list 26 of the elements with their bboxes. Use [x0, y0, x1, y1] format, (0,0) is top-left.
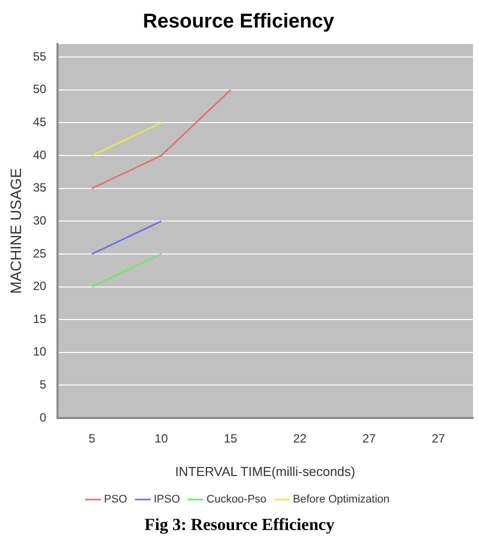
y-tick-label: 45 [32, 115, 47, 130]
y-tick-label: 55 [32, 49, 47, 64]
x-tick-label: 27 [432, 432, 446, 446]
y-tick-label: 5 [40, 378, 47, 392]
legend-label: IPSO [154, 494, 180, 506]
y-tick-label: 30 [32, 213, 47, 228]
y-axis-title: MACHINE USAGE [8, 168, 26, 294]
y-tick-label: 15 [32, 312, 47, 326]
x-tick-label: 15 [224, 432, 238, 446]
legend-label: PSO [104, 494, 128, 506]
y-tick-label: 10 [32, 344, 47, 359]
x-tick-label: 27 [362, 432, 376, 446]
y-tick-label: 35 [32, 180, 47, 195]
x-axis-title: INTERVAL TIME(milli-seconds) [175, 464, 356, 479]
legend-label: Cuckoo-Pso [206, 494, 266, 506]
y-tick-label: 50 [32, 82, 47, 96]
x-tick-label: 10 [154, 432, 168, 446]
y-tick-label: 20 [32, 279, 47, 294]
y-tick-label: 40 [32, 148, 47, 162]
y-tick-label: 25 [32, 246, 47, 260]
x-tick-label: 5 [88, 432, 96, 446]
legend-label: Before Optimization [292, 494, 390, 506]
caption: Fig 3: Resource Efficiency [144, 515, 336, 535]
x-tick-label: 22 [293, 432, 307, 446]
chart-title: Resource Efficiency [142, 10, 335, 33]
y-tick-label: 0 [40, 410, 47, 424]
